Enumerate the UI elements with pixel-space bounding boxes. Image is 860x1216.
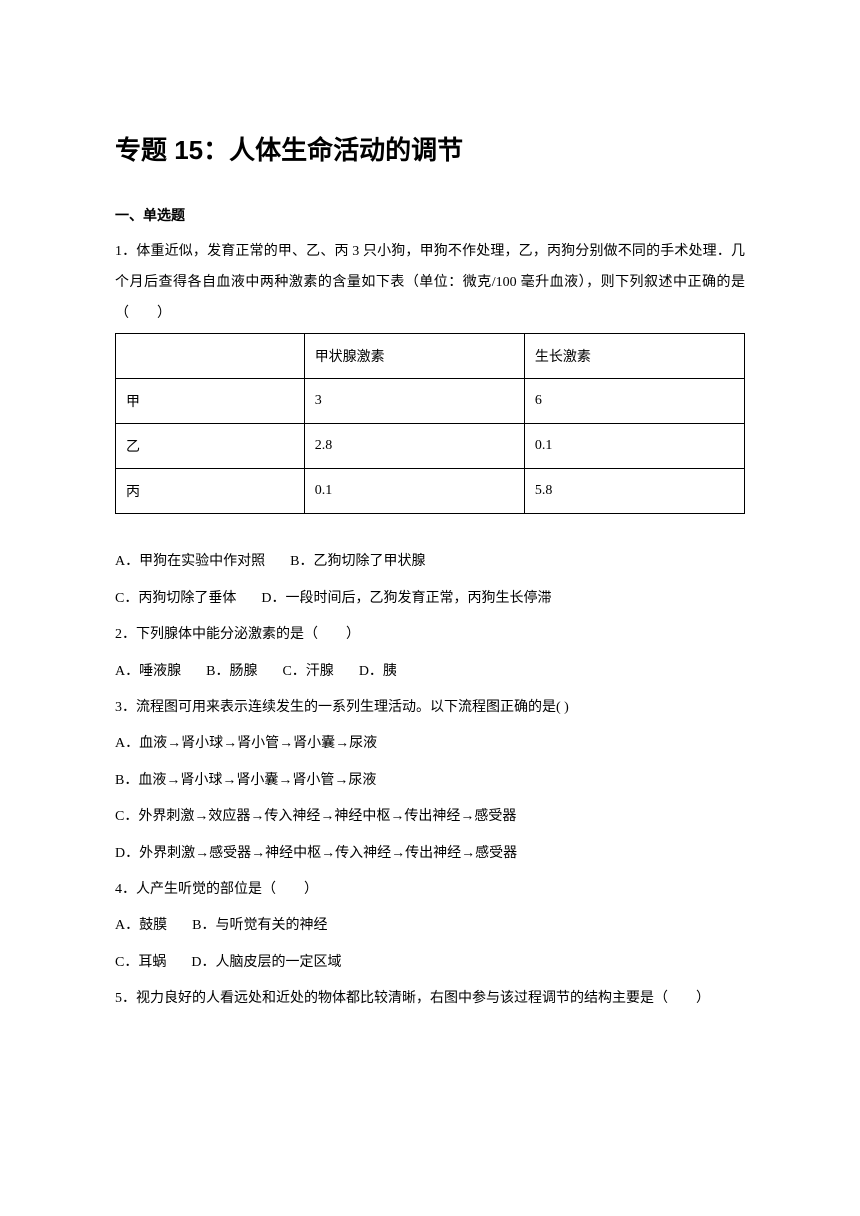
q3-optD: D．外界刺激→感受器→神经中枢→传入神经→传出神经→感受器 <box>115 836 745 872</box>
q4-options-line2: C．耳蜗 D．人脑皮层的一定区域 <box>115 945 745 981</box>
q1-optA: A．甲狗在实验中作对照 <box>115 554 265 569</box>
q3-optA: A．血液→肾小球→肾小管→肾小囊→尿液 <box>115 726 745 762</box>
q4-optD: D．人脑皮层的一定区域 <box>191 955 341 970</box>
q3-stem: 3．流程图可用来表示连续发生的一系列生理活动。以下流程图正确的是( ) <box>115 690 745 726</box>
table-cell: 0.1 <box>524 424 744 469</box>
q5-stem: 5．视力良好的人看远处和近处的物体都比较清晰，右图中参与该过程调节的结构主要是（… <box>115 981 745 1017</box>
table-row: 甲状腺激素 生长激素 <box>116 334 745 379</box>
q1-options-line2: C．丙狗切除了垂体 D．一段时间后，乙狗发育正常，丙狗生长停滞 <box>115 581 745 617</box>
table-cell: 乙 <box>116 424 305 469</box>
q3-optC: C．外界刺激→效应器→传入神经→神经中枢→传出神经→感受器 <box>115 799 745 835</box>
table-row: 丙 0.1 5.8 <box>116 469 745 514</box>
q4-stem: 4．人产生听觉的部位是（ ） <box>115 872 745 908</box>
q4-optC: C．耳蜗 <box>115 955 166 970</box>
table-cell <box>116 334 305 379</box>
page-title: 专题 15：人体生命活动的调节 <box>115 130 745 167</box>
q2-optC: C．汗腺 <box>282 664 333 679</box>
q2-optB: B．肠腺 <box>206 664 257 679</box>
q2-stem: 2．下列腺体中能分泌激素的是（ ） <box>115 617 745 653</box>
q1-optB: B．乙狗切除了甲状腺 <box>290 554 425 569</box>
table-cell: 3 <box>304 379 524 424</box>
q4-optB: B．与听觉有关的神经 <box>192 918 327 933</box>
table-cell: 生长激素 <box>524 334 744 379</box>
table-cell: 2.8 <box>304 424 524 469</box>
q1-stem: 1．体重近似，发育正常的甲、乙、丙 3 只小狗，甲狗不作处理，乙，丙狗分别做不同… <box>115 237 745 329</box>
q2-options: A．唾液腺 B．肠腺 C．汗腺 D．胰 <box>115 654 745 690</box>
table-cell: 甲 <box>116 379 305 424</box>
q4-optA: A．鼓膜 <box>115 918 167 933</box>
data-table: 甲状腺激素 生长激素 甲 3 6 乙 2.8 0.1 丙 0.1 5.8 <box>115 333 745 514</box>
table-cell: 丙 <box>116 469 305 514</box>
q2-optA: A．唾液腺 <box>115 664 181 679</box>
table-row: 甲 3 6 <box>116 379 745 424</box>
table-cell: 6 <box>524 379 744 424</box>
q1-optC: C．丙狗切除了垂体 <box>115 591 236 606</box>
q1-optD: D．一段时间后，乙狗发育正常，丙狗生长停滞 <box>261 591 551 606</box>
table-row: 乙 2.8 0.1 <box>116 424 745 469</box>
table-cell: 甲状腺激素 <box>304 334 524 379</box>
q2-optD: D．胰 <box>359 664 397 679</box>
q1-options-line1: A．甲狗在实验中作对照 B．乙狗切除了甲状腺 <box>115 544 745 580</box>
q4-options-line1: A．鼓膜 B．与听觉有关的神经 <box>115 908 745 944</box>
section-heading: 一、单选题 <box>115 205 745 225</box>
table-cell: 0.1 <box>304 469 524 514</box>
table-cell: 5.8 <box>524 469 744 514</box>
q3-optB: B．血液→肾小球→肾小囊→肾小管→尿液 <box>115 763 745 799</box>
